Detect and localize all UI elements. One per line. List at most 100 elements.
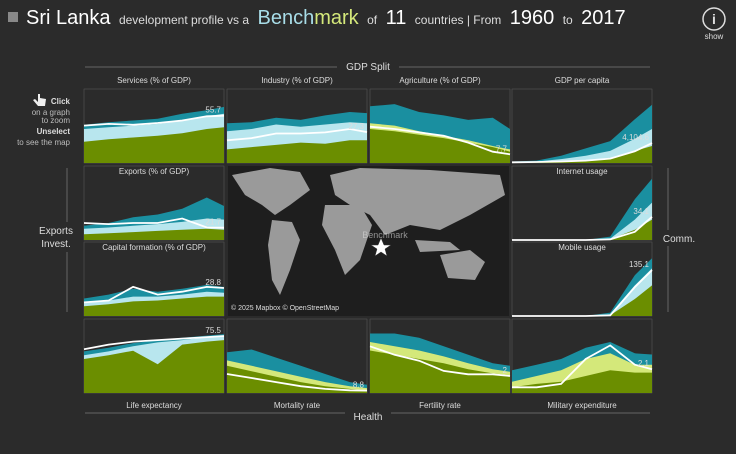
label-bg	[345, 405, 391, 421]
charts: 55.7 Services (% of GDP) 27.3 Industry (% o…	[83, 76, 653, 410]
chart-title: Industry (% of GDP)	[261, 76, 333, 85]
info-glyph[interactable]: i	[712, 11, 716, 27]
small-chart[interactable]: 135.1 Mobile usage	[511, 241, 653, 317]
chart-title: Capital formation (% of GDP)	[102, 243, 206, 252]
land	[440, 250, 485, 280]
line	[369, 125, 511, 156]
area	[84, 127, 224, 163]
header-bench: Bench	[257, 7, 314, 29]
header-country: Sri Lanka	[26, 7, 111, 29]
hint: Unselect	[37, 127, 71, 136]
area	[227, 365, 367, 393]
map-attribution: © 2025 Mapbox © OpenStreetMap	[231, 304, 339, 312]
header-text: of	[367, 13, 378, 27]
value-label: 75.5	[205, 326, 221, 335]
info-icon[interactable]	[702, 7, 726, 31]
small-chart[interactable]: 4,104.6 GDP per capita	[511, 76, 653, 164]
value-label: 2.1	[638, 359, 650, 368]
chart-title: Exports (% of GDP)	[119, 167, 190, 176]
chart-title: Agriculture (% of GDP)	[399, 76, 481, 85]
small-chart[interactable]: 2 Fertility rate	[369, 318, 511, 410]
chart-title: Mortality rate	[274, 401, 321, 410]
value-label: 8.8	[353, 381, 365, 390]
section-title: GDP Split	[346, 62, 390, 73]
value-label: 4,104.6	[622, 133, 649, 142]
map[interactable]: Benchmark © 2025 Mapbox © OpenStreetMap	[228, 166, 509, 316]
info-label[interactable]: show	[705, 32, 724, 41]
area	[512, 129, 652, 163]
chart-title: GDP per capita	[555, 76, 610, 85]
header-mark: mark	[314, 7, 359, 29]
area	[227, 140, 367, 163]
header-text: countries | From	[415, 13, 501, 27]
area	[84, 228, 224, 240]
line	[83, 335, 225, 351]
label-bg	[660, 230, 700, 246]
hint: Click	[51, 97, 71, 106]
small-chart[interactable]: 2.1 Military expenditure	[511, 318, 653, 410]
area	[370, 350, 510, 393]
section-title: Comm.	[663, 234, 695, 245]
chart-title: Life expectancy	[126, 401, 182, 410]
header-text: to	[563, 13, 573, 27]
line	[512, 269, 653, 317]
value-label: 27.3	[348, 122, 364, 131]
header-text: development profile vs a	[119, 13, 249, 27]
header: Sri Lanka development profile vs a Bench…	[26, 7, 626, 29]
small-chart[interactable]: 8.8 Mortality rate	[226, 318, 368, 410]
area	[370, 129, 510, 163]
value-label: 2	[503, 366, 508, 375]
line	[83, 285, 225, 304]
area	[512, 285, 652, 316]
area	[84, 340, 224, 393]
chart-title: Internet usage	[556, 167, 608, 176]
hint: to zoom	[42, 116, 71, 125]
small-chart[interactable]: 34.1 Internet usage	[511, 165, 653, 241]
line	[226, 128, 368, 142]
small-chart[interactable]: 21.7 Exports (% of GDP)	[83, 165, 225, 241]
small-chart[interactable]: 55.7 Services (% of GDP)	[83, 76, 225, 164]
header-count: 11	[386, 7, 407, 29]
land	[322, 205, 372, 275]
line	[83, 114, 225, 127]
map-label: Benchmark	[362, 230, 408, 240]
value-label: 28.8	[205, 278, 221, 287]
line	[512, 344, 653, 389]
area	[512, 219, 652, 240]
land	[415, 240, 460, 252]
label-bg	[36, 222, 76, 252]
value-label: 55.7	[205, 106, 221, 115]
land	[330, 168, 505, 235]
section-title: Exports	[39, 226, 73, 237]
small-chart[interactable]: 7.7 Agriculture (% of GDP)	[369, 76, 511, 164]
chart-title: Military expenditure	[547, 401, 617, 410]
area	[512, 146, 652, 163]
land	[268, 220, 300, 295]
area	[84, 296, 224, 316]
value-label: 135.1	[629, 260, 650, 269]
line	[83, 217, 225, 229]
header-start: 1960	[510, 7, 555, 29]
value-label: 34.1	[633, 207, 649, 216]
chart-title: Services (% of GDP)	[117, 76, 191, 85]
toggle-icon[interactable]	[8, 12, 18, 22]
small-chart[interactable]: 75.5 Life expectancy	[83, 318, 225, 410]
hand-icon	[33, 94, 46, 106]
section-title: Invest.	[41, 239, 70, 250]
small-chart[interactable]: 27.3 Industry (% of GDP)	[226, 76, 368, 164]
land	[232, 168, 310, 215]
line	[369, 345, 511, 377]
chart-title: Fertility rate	[419, 401, 461, 410]
line	[511, 142, 653, 164]
label-bg	[337, 58, 399, 74]
value-label: 7.7	[496, 144, 508, 153]
header-end: 2017	[581, 7, 626, 29]
line	[226, 373, 368, 392]
country-star[interactable]	[370, 237, 392, 257]
small-chart[interactable]: 28.8 Capital formation (% of GDP)	[83, 241, 225, 317]
value-label: 21.7	[205, 218, 221, 227]
hint: to see the map	[17, 138, 70, 147]
section-title: Health	[354, 412, 383, 423]
